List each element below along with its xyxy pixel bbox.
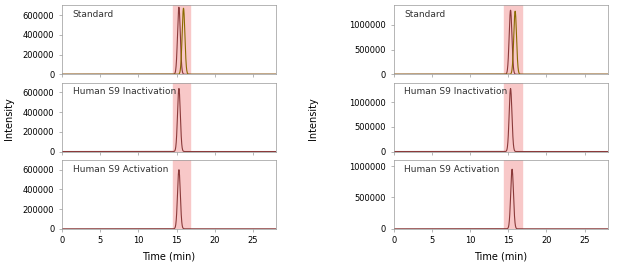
Text: Standard: Standard xyxy=(404,10,446,19)
X-axis label: Time (min): Time (min) xyxy=(143,251,195,261)
Bar xyxy=(505,160,522,229)
Text: Human S9 Inactivation: Human S9 Inactivation xyxy=(404,87,508,96)
Text: Intensity: Intensity xyxy=(4,97,14,140)
Bar xyxy=(173,83,190,151)
Text: Intensity: Intensity xyxy=(308,97,318,140)
Text: Standard: Standard xyxy=(73,10,114,19)
Bar xyxy=(173,5,190,74)
Bar xyxy=(173,160,190,229)
Bar xyxy=(505,83,522,151)
Bar xyxy=(505,5,522,74)
Text: Human S9 Inactivation: Human S9 Inactivation xyxy=(73,87,176,96)
Text: Human S9 Activation: Human S9 Activation xyxy=(73,165,168,174)
Text: Human S9 Activation: Human S9 Activation xyxy=(404,165,500,174)
X-axis label: Time (min): Time (min) xyxy=(474,251,527,261)
